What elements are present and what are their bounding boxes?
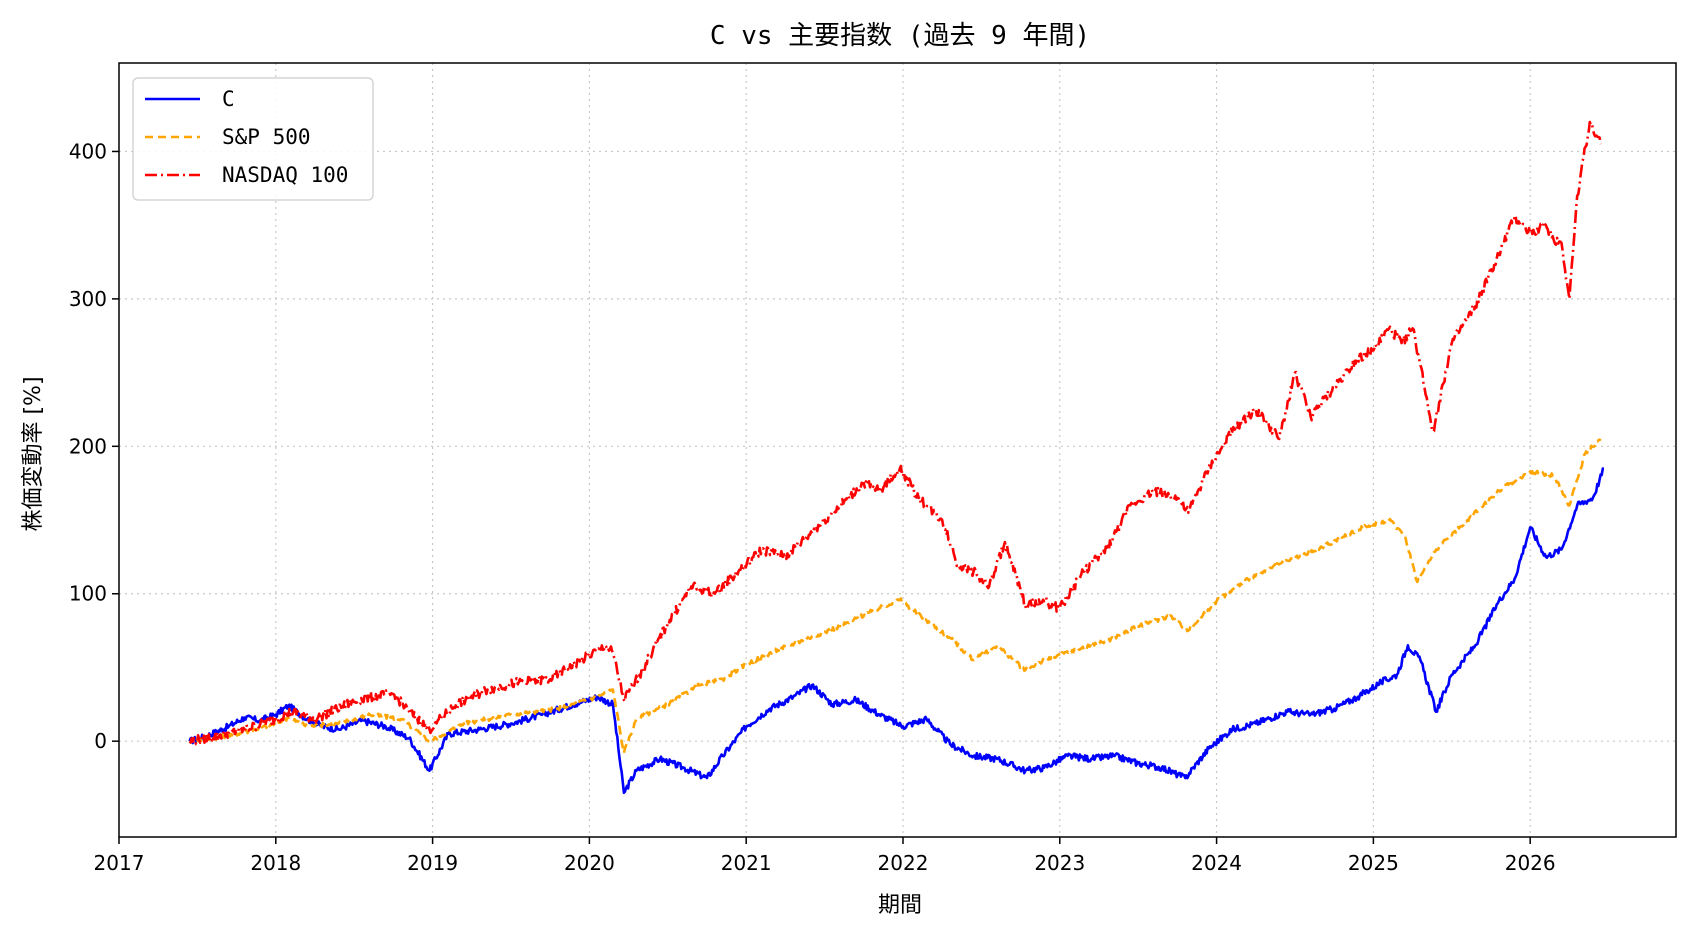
- x-tick-label: 2019: [407, 851, 458, 875]
- x-tick-label: 2020: [564, 851, 615, 875]
- series-lines: [188, 120, 1605, 795]
- legend: C S&P 500 NASDAQ 100: [132, 77, 374, 201]
- x-tick-label: 2024: [1191, 851, 1242, 875]
- x-tick-label: 2025: [1348, 851, 1399, 875]
- x-tick-label: 2022: [878, 851, 929, 875]
- x-axis-label: 期間: [878, 893, 922, 918]
- x-tick-label: 2018: [250, 851, 301, 875]
- y-tick-label: 300: [69, 287, 107, 311]
- series-line-sp500: [188, 437, 1602, 755]
- x-tick-label: 2026: [1505, 851, 1556, 875]
- y-tick-label: 0: [94, 729, 107, 753]
- legend-box: [132, 77, 374, 201]
- x-tick-label: 2021: [721, 851, 772, 875]
- plot-area-frame: [118, 62, 1677, 838]
- series-line-c: [188, 467, 1605, 795]
- chart-title: C vs 主要指数 (過去 9 年間): [710, 21, 1090, 51]
- grid-lines: [119, 63, 1676, 837]
- series-line-nasdaq100: [188, 120, 1602, 746]
- x-axis-ticks: 2017 2018 2019 2020 2021 2022 2023 2024 2025 2026: [94, 837, 1556, 875]
- x-tick-label: 2017: [94, 851, 145, 875]
- y-tick-label: 400: [69, 139, 107, 163]
- legend-label-sp500: S&P 500: [222, 125, 311, 149]
- y-axis-ticks: 0 100 200 300 400: [69, 139, 119, 753]
- legend-label-c: C: [222, 87, 235, 111]
- legend-label-nasdaq100: NASDAQ 100: [222, 163, 348, 187]
- y-tick-label: 100: [69, 582, 107, 606]
- y-axis-label: 株価変動率 [%]: [21, 376, 46, 531]
- x-tick-label: 2023: [1034, 851, 1085, 875]
- y-tick-label: 200: [69, 434, 107, 458]
